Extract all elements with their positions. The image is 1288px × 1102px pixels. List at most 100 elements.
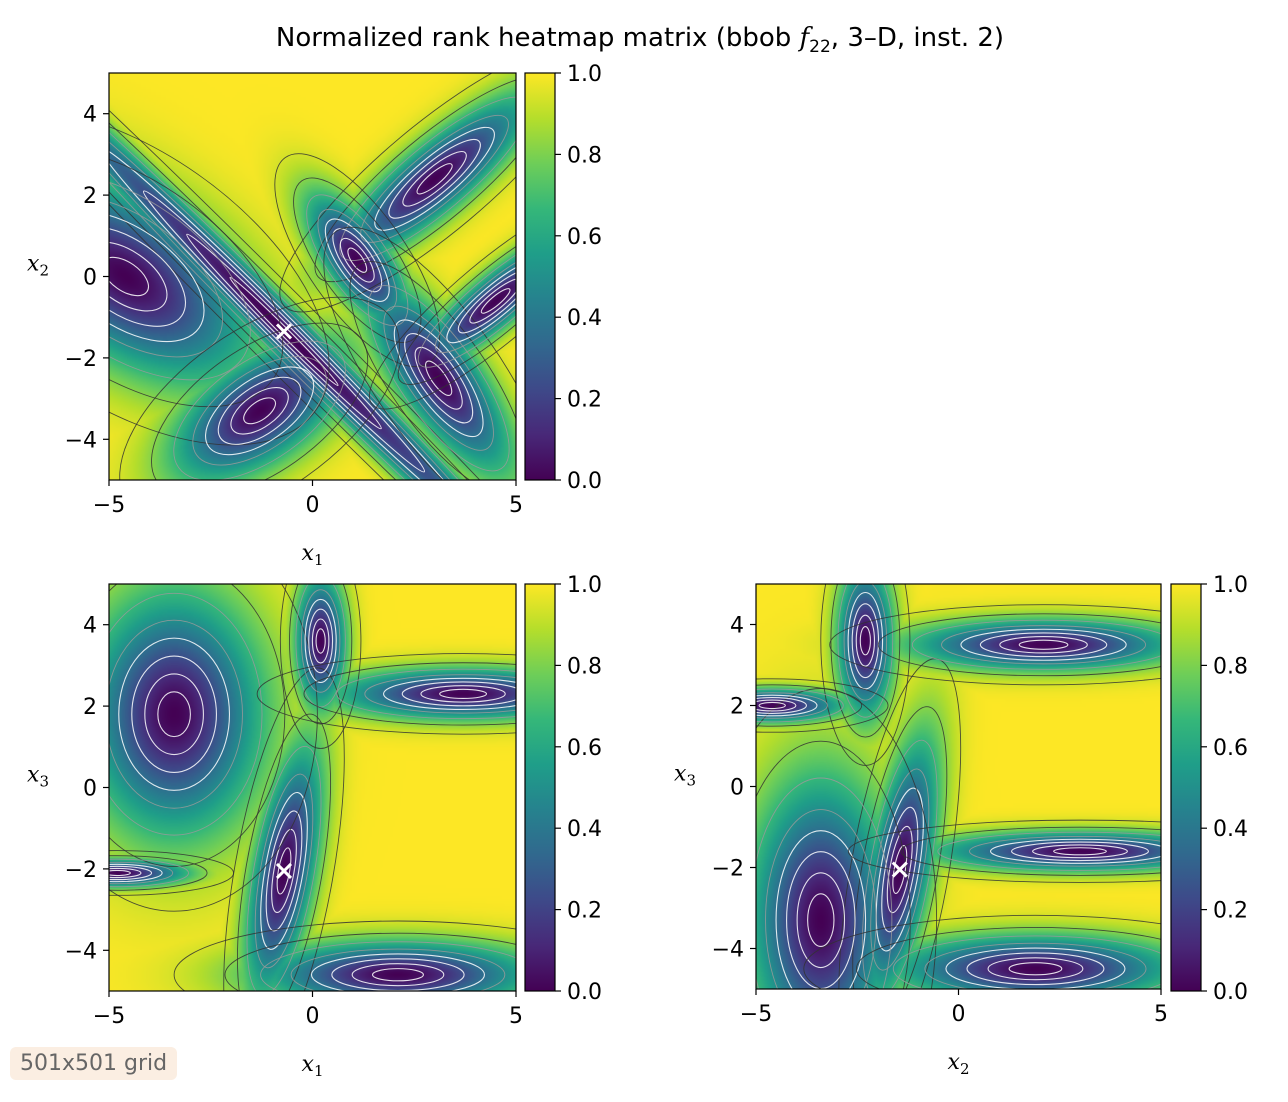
colorbar-gradient	[1170, 583, 1202, 992]
contour-ring	[851, 603, 880, 679]
contour-ring	[109, 147, 469, 480]
heatmap-image	[756, 584, 1161, 989]
contour-lines	[756, 584, 1161, 989]
contour-ring	[274, 153, 441, 368]
contour-ring	[859, 625, 871, 656]
contour-ring	[304, 598, 337, 684]
contour-ring	[807, 893, 835, 948]
contour-ring	[109, 861, 174, 885]
contour-ring	[109, 584, 318, 912]
contour-ring	[892, 845, 908, 895]
contour-ring	[364, 674, 516, 714]
contour-ring	[911, 619, 1161, 670]
contour-ring	[109, 145, 284, 408]
colorbar-tick-label: 0.2	[567, 388, 602, 413]
x-tick-label: 5	[509, 493, 523, 518]
colorbar-tick-label: 0.0	[567, 469, 602, 494]
contour-ring	[829, 604, 1161, 686]
contour-ring	[941, 625, 1147, 665]
contour-ring	[173, 340, 346, 480]
y-tick-label: 4	[83, 103, 97, 128]
contour-ring	[758, 701, 786, 710]
contour-ring	[416, 163, 453, 195]
contour-ring	[109, 256, 149, 297]
contour-ring	[765, 809, 877, 989]
contour-ring	[382, 677, 516, 711]
contour-ring	[310, 953, 485, 991]
contour-ring	[109, 855, 208, 891]
contour-ring	[796, 872, 846, 969]
colorbar-tick-label: 0.0	[1213, 980, 1248, 1005]
colorbar-tick-label: 0.2	[1213, 899, 1248, 924]
contour-ring	[118, 637, 231, 791]
contour-ring	[374, 126, 495, 231]
heatmap-panel-x1-x3: −5 0 5 −4 −2 0 2 4 x1 x3	[27, 583, 523, 1080]
contour-ring	[271, 828, 297, 914]
contour-ring	[855, 614, 876, 667]
colorbar-tick-label: 0.4	[567, 817, 602, 842]
contour-ring	[756, 692, 828, 719]
contour-ring	[230, 387, 289, 435]
contour-ring	[446, 258, 516, 344]
contour-ring	[351, 963, 445, 987]
contour-ring	[256, 653, 516, 735]
contour-ring	[999, 635, 1088, 654]
colorbar-x1-x2: 0.0 0.2 0.4 0.6 0.8 1.0	[524, 62, 602, 494]
contour-ring	[847, 819, 1161, 883]
contour-ring	[254, 773, 314, 969]
contour-ring	[265, 810, 303, 932]
contour-ring	[306, 194, 409, 327]
contour-ring	[1053, 847, 1107, 856]
contour-ring	[324, 218, 390, 302]
y-tick-label: 4	[83, 614, 97, 639]
heatmap-image	[109, 584, 516, 991]
colorbar-tick-label: 0.8	[567, 654, 602, 679]
colorbar-tick-label: 0.6	[567, 225, 602, 250]
y-tick-label: −2	[65, 347, 97, 372]
contour-ring	[892, 935, 1161, 989]
y-tick-label: −4	[65, 939, 97, 964]
grid-size-badge: 501x501 grid	[10, 1047, 178, 1080]
contour-ring	[820, 584, 911, 766]
heatmap-image	[109, 73, 516, 480]
colorbar-tick-label: 1.0	[567, 573, 602, 598]
contour-ring	[339, 96, 516, 261]
contour-ring	[756, 697, 807, 714]
contour-ring	[276, 847, 292, 895]
y-tick-label: −4	[712, 938, 744, 963]
contour-ring	[369, 192, 516, 410]
contour-ring	[756, 684, 863, 727]
x-tick-label: 0	[306, 1004, 320, 1029]
contour-ring	[311, 618, 330, 664]
colorbar-x1-x3: 0.0 0.2 0.4 0.6 0.8 1.0	[524, 573, 602, 1005]
x-axis-label: x2	[948, 1050, 970, 1078]
colorbar-tick-label: 0.6	[567, 736, 602, 761]
heatmap-panel-x2-x3: −5 0 5 −4 −2 0 2 4 x2 x3	[674, 583, 1168, 1078]
contour-ring	[260, 941, 516, 991]
contour-ring	[246, 745, 322, 991]
contour-ring	[314, 75, 516, 283]
contour-ring	[1011, 841, 1149, 862]
contour-ring	[236, 713, 332, 991]
contour-ring	[323, 226, 516, 480]
y-axis-label: x3	[27, 763, 49, 791]
contour-ring	[109, 107, 330, 446]
colorbar-tick-label: 0.0	[567, 980, 602, 1005]
colorbar-tick-label: 0.4	[1213, 817, 1248, 842]
contour-ring	[308, 608, 334, 674]
contour-ring	[969, 835, 1161, 867]
optimum-marker	[275, 862, 293, 879]
y-tick-label: 4	[730, 614, 744, 639]
y-tick-label: 0	[83, 777, 97, 802]
contour-ring	[756, 688, 844, 723]
y-tick-label: 0	[730, 776, 744, 801]
contour-ring	[360, 114, 509, 243]
contour-ring	[388, 138, 481, 219]
contour-ring	[402, 151, 467, 207]
colorbar-tick-label: 1.0	[567, 62, 602, 87]
x-tick-label: 5	[1154, 1002, 1168, 1027]
contour-ring	[367, 285, 510, 472]
contour-ring	[109, 592, 263, 836]
contour-ring	[945, 947, 1126, 989]
y-tick-label: −2	[712, 857, 744, 882]
